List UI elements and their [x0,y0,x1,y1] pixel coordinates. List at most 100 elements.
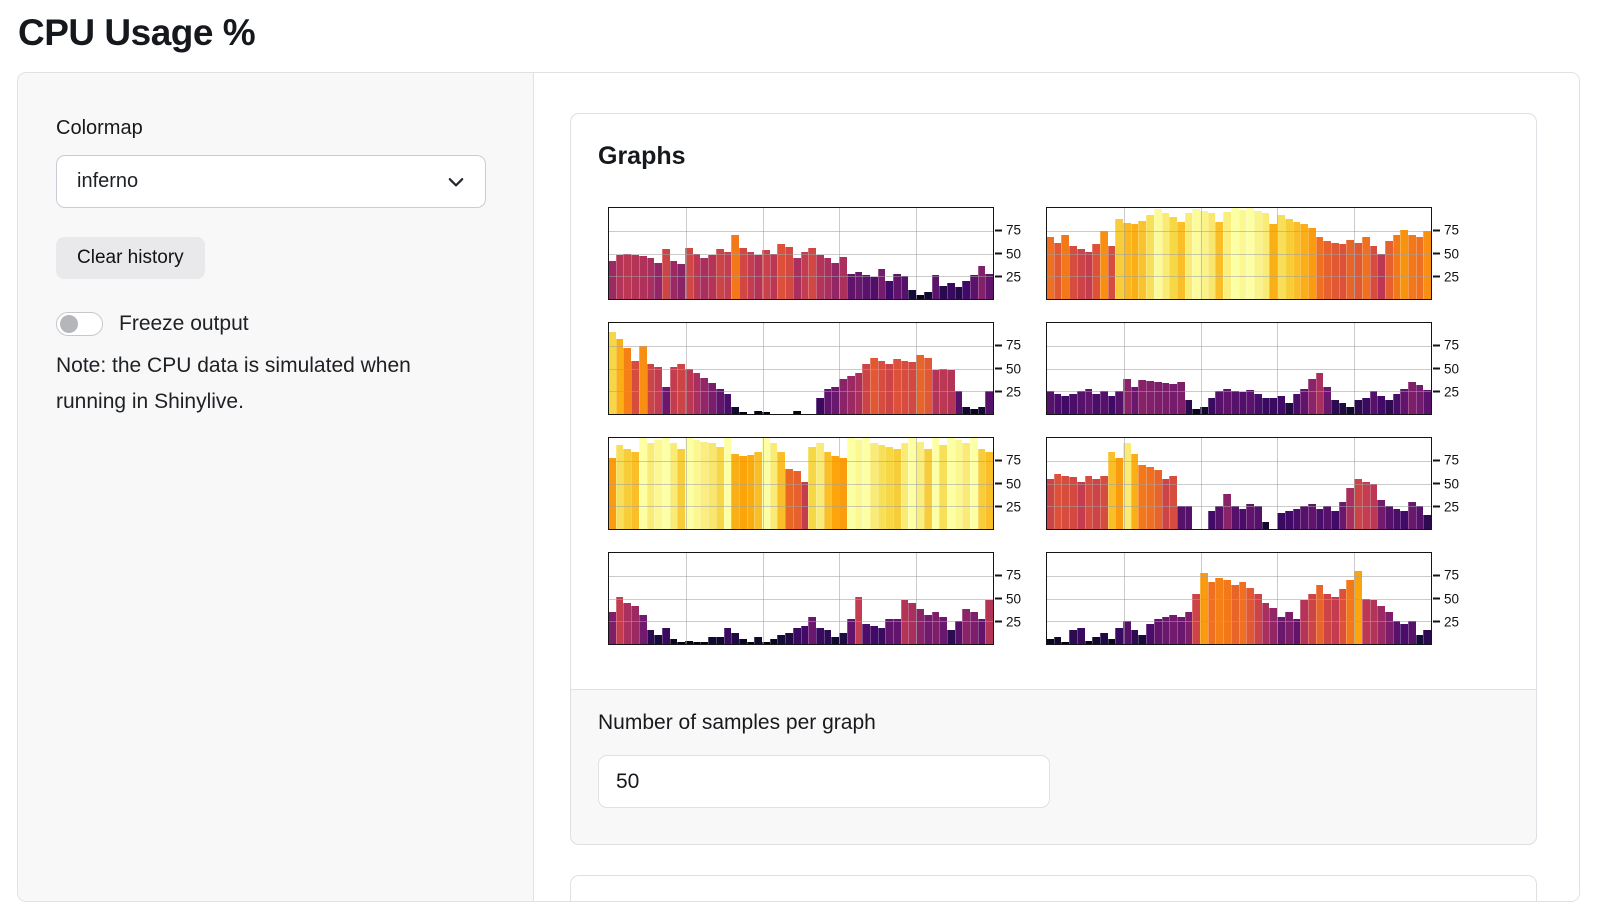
bar [1146,623,1154,644]
y-axis-tick: 75 [1433,223,1459,238]
y-axis-tick: 50 [995,591,1021,606]
bar [939,616,947,644]
bar [1238,582,1247,644]
clear-history-button[interactable]: Clear history [56,237,205,279]
bar [685,248,693,299]
samples-input[interactable] [598,755,1050,808]
bar [1292,221,1301,299]
bar [815,627,824,644]
bar [962,406,971,414]
bar [723,393,732,414]
bar [700,258,709,299]
bar [777,244,786,299]
bar [1292,393,1301,414]
bar [1084,388,1093,414]
bar [916,295,924,299]
y-axis-tick: 75 [995,338,1021,353]
bar [1423,390,1432,414]
bar [1361,481,1370,529]
bar [638,256,647,299]
bar [1123,222,1131,299]
bar [1284,510,1293,529]
bar [954,287,963,299]
bar [1423,515,1432,529]
bar [1092,244,1100,299]
bar [1130,630,1139,644]
bar [669,260,678,299]
y-axis-tick: 75 [995,223,1021,238]
bar [731,406,739,414]
bar [1384,612,1393,644]
bar [1315,584,1324,644]
bar [869,442,878,529]
bar [1230,584,1239,644]
freeze-label: Freeze output [119,312,249,335]
y-axis-tick: 50 [1433,591,1459,606]
freeze-toggle[interactable] [56,312,103,336]
bar [962,609,971,644]
bar [1230,391,1239,414]
sidebar-layout: Colormap inferno Clear history Freeze ou… [17,72,1580,902]
bar [862,363,870,414]
bar [1307,228,1316,299]
bar [1138,465,1147,529]
bar [631,451,639,529]
graphs-card: Graphs 25 50 75 25 50 75 25 50 75 25 50 75 25 50 7… [570,113,1537,845]
bar [854,271,863,299]
bar [1099,633,1108,644]
bar [900,442,909,529]
bar [1238,508,1247,529]
cpu-graph-5: 25 50 75 [608,437,1021,530]
bar [623,448,632,529]
bar [970,612,978,644]
bar [831,262,840,299]
bar [1061,476,1070,529]
bar [746,455,755,529]
bar [1392,621,1401,644]
bar [877,361,886,414]
bar [677,264,686,299]
bar [985,391,994,414]
y-axis-tick: 25 [995,384,1021,399]
bar [962,442,971,529]
bar [846,375,855,414]
bar [893,448,901,529]
bar [715,388,724,414]
y-axis-tick: 50 [1433,246,1459,261]
bar [1415,506,1424,529]
y-axis-tick: 50 [995,476,1021,491]
bar [1307,379,1316,414]
bar [754,451,763,529]
cpu-graph-7: 25 50 75 [608,552,1021,645]
cpu-graph-6: 25 50 75 [1046,437,1459,530]
main-panel: Graphs 25 50 75 25 50 75 25 50 75 25 50 75 25 50 7… [534,73,1579,901]
bar [800,481,809,529]
bar [1076,391,1085,414]
bar [1215,221,1224,299]
bar [1184,400,1193,414]
bar [1354,478,1362,529]
bar [1361,237,1370,299]
samples-label: Number of samples per graph [598,711,876,734]
bar [1053,474,1062,529]
bar [893,359,901,414]
colormap-select[interactable]: inferno [56,155,486,208]
bar [777,451,786,529]
bar [1146,215,1154,299]
bar [1284,403,1293,414]
colormap-label: Colormap [56,117,143,139]
bar [1200,406,1208,414]
y-axis-tick: 75 [995,568,1021,583]
bar [1400,229,1409,299]
y-axis-tick: 25 [1433,269,1459,284]
cpu-graph-8: 25 50 75 [1046,552,1459,645]
y-axis-tick: 50 [995,361,1021,376]
bar [1261,603,1270,644]
bar [646,442,655,529]
bar [1377,605,1385,644]
bar [1377,395,1385,414]
bar [1184,506,1193,529]
bar [1338,589,1347,644]
bar [1107,451,1116,529]
bar [1084,476,1093,529]
